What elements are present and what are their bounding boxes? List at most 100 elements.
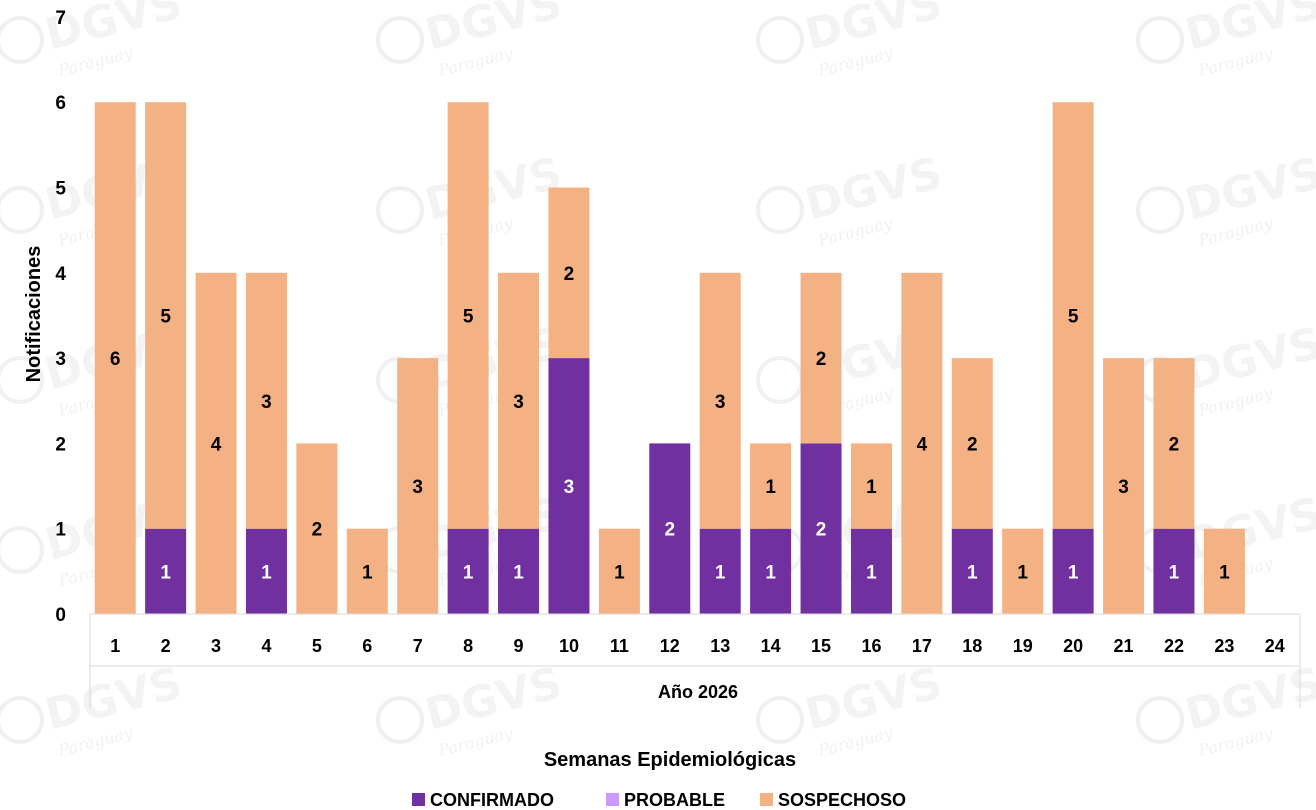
bar-value-label: 6 — [110, 349, 121, 370]
bar-confirmado — [951, 528, 993, 614]
x-tick-label: 2 — [161, 636, 171, 656]
bar-sospechoso — [699, 272, 741, 529]
globe-icon — [0, 526, 44, 574]
bar-value-label: 2 — [564, 264, 575, 285]
x-tick-label: 20 — [1063, 636, 1083, 656]
bar-value-label: 3 — [1118, 477, 1129, 498]
bar-value-label: 3 — [715, 392, 726, 413]
globe-icon — [756, 186, 804, 234]
bar-value-label: 2 — [967, 434, 978, 455]
y-axis-title: Notificaciones — [23, 246, 45, 383]
bar-confirmado — [850, 528, 892, 614]
bar-value-label: 1 — [715, 562, 726, 583]
bar-sospechoso — [1103, 358, 1145, 614]
bar-value-label: 1 — [866, 477, 877, 498]
y-tick-label: 2 — [55, 434, 66, 455]
bar-sospechoso — [346, 528, 388, 614]
x-tick-label: 12 — [660, 636, 680, 656]
bar-sospechoso — [94, 102, 136, 614]
x-tick-label: 5 — [312, 636, 322, 656]
bar-confirmado — [1052, 528, 1094, 614]
bar-labels: 6 1 5 4 1 3 2 1 3 1 5 1 3 3 2 1 2 1 3 1 1 2 2 1 1 4 1 2 1 1 5 3 1 2 1 — [110, 264, 1230, 584]
bar-value-label: 1 — [1017, 562, 1028, 583]
bar-sospechoso — [296, 443, 338, 614]
bar-value-label: 2 — [1169, 434, 1180, 455]
x-tick-label: 18 — [962, 636, 982, 656]
bar-sospechoso — [901, 272, 943, 614]
bar-value-label: 1 — [1169, 562, 1180, 583]
bar-value-label: 1 — [614, 562, 625, 583]
bar-confirmado — [649, 443, 691, 614]
x-tick-label: 24 — [1265, 636, 1285, 656]
x-group-label: Año 2026 — [658, 682, 738, 702]
bar-value-label: 4 — [917, 434, 928, 455]
globe-icon — [1136, 696, 1184, 744]
globe-icon — [376, 696, 424, 744]
bar-sospechoso — [800, 272, 842, 444]
bar-value-label: 1 — [765, 562, 776, 583]
legend-item-sospechoso: SOSPECHOSO — [760, 790, 906, 810]
bar-value-label: 3 — [412, 477, 423, 498]
x-axis-title: Semanas Epidemiológicas — [544, 749, 796, 771]
y-tick-label: 6 — [55, 93, 66, 114]
legend-label: CONFIRMADO — [430, 790, 554, 810]
axis-lines — [89, 613, 1301, 708]
legend-label: SOSPECHOSO — [778, 790, 906, 810]
bar-confirmado — [447, 528, 489, 614]
globe-icon — [0, 356, 44, 404]
bar-confirmado — [145, 528, 187, 614]
bar-sospechoso — [598, 528, 640, 614]
bar-value-label: 4 — [211, 434, 222, 455]
y-axis-ticks: 0 1 2 3 4 5 6 7 — [55, 8, 66, 626]
bar-value-label: 1 — [866, 562, 877, 583]
bar-value-label: 1 — [1219, 562, 1230, 583]
bar-confirmado — [548, 358, 590, 614]
y-tick-label: 4 — [55, 264, 66, 285]
bar-sospechoso — [951, 358, 993, 529]
y-tick-label: 0 — [55, 605, 66, 626]
globe-icon — [376, 186, 424, 234]
x-tick-label: 23 — [1214, 636, 1234, 656]
legend-swatch — [760, 793, 773, 806]
y-tick-label: 5 — [55, 179, 66, 200]
bar-value-label: 1 — [967, 562, 978, 583]
bar-value-label: 5 — [160, 306, 171, 327]
bar-sospechoso — [145, 102, 187, 529]
bar-value-label: 3 — [261, 392, 272, 413]
bar-sospechoso — [447, 102, 489, 529]
bar-sospechoso — [397, 358, 439, 614]
bar-confirmado — [498, 528, 540, 614]
bar-sospechoso — [1203, 528, 1245, 614]
x-tick-label: 15 — [811, 636, 831, 656]
x-tick-label: 16 — [861, 636, 881, 656]
bar-value-label: 5 — [463, 306, 474, 327]
bar-sospechoso — [245, 272, 287, 529]
globe-icon — [1136, 16, 1184, 64]
bar-value-label: 1 — [362, 562, 373, 583]
x-tick-label: 10 — [559, 636, 579, 656]
x-tick-label: 3 — [211, 636, 221, 656]
bar-value-label: 1 — [261, 562, 272, 583]
bar-sospechoso — [195, 272, 237, 614]
x-tick-label: 19 — [1013, 636, 1033, 656]
x-tick-label: 21 — [1114, 636, 1134, 656]
bar-confirmado — [750, 528, 792, 614]
bar-sospechoso — [1153, 358, 1195, 529]
bar-value-label: 1 — [513, 562, 524, 583]
x-tick-label: 22 — [1164, 636, 1184, 656]
globe-icon — [0, 16, 44, 64]
globe-icon — [1136, 186, 1184, 234]
bar-confirmado — [245, 528, 287, 614]
x-tick-label: 4 — [261, 636, 271, 656]
bar-value-label: 3 — [513, 392, 524, 413]
bar-sospechoso — [1052, 102, 1094, 529]
legend-item-probable: PROBABLE — [606, 790, 725, 810]
bar-confirmado — [1153, 528, 1195, 614]
legend-item-confirmado: CONFIRMADO — [412, 790, 554, 810]
bar-sospechoso — [548, 187, 590, 359]
